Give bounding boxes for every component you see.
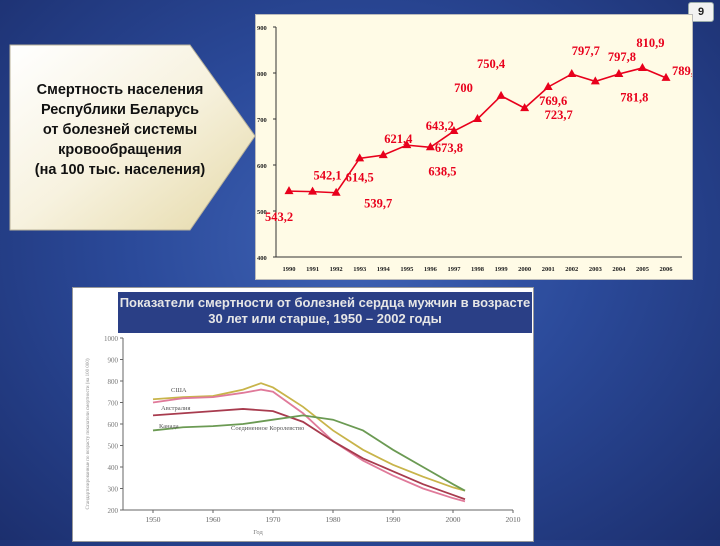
data-label: 673,8: [435, 141, 463, 155]
data-label: 810,9: [636, 36, 664, 50]
data-point: [449, 126, 459, 135]
data-label: 781,8: [620, 90, 648, 104]
title-callout-shape: [9, 44, 256, 231]
x-tick-label: 1990: [283, 266, 296, 273]
page-number: 9: [688, 2, 714, 22]
data-point: [284, 186, 294, 195]
x-tick-label: 1990: [386, 515, 401, 524]
data-point: [614, 69, 624, 78]
data-label: 543,2: [265, 210, 293, 224]
x-tick-label: 1993: [353, 266, 367, 273]
data-label: 750,4: [477, 57, 506, 71]
y-tick-label: 600: [257, 163, 267, 170]
data-point: [661, 72, 671, 81]
y-tick-label: 700: [257, 117, 267, 124]
x-tick-label: 1980: [326, 515, 341, 524]
data-label: 797,7: [572, 44, 600, 58]
y-tick-label: 900: [257, 25, 267, 32]
series-line: [152, 388, 466, 503]
data-label: 643,2: [426, 119, 454, 133]
heart-mortality-chart-svg: 200 300 400 500 600 700 800 900 1000 1950 1960 1970…: [86, 335, 521, 536]
x-tick-label: 2000: [518, 266, 531, 273]
data-point: [355, 153, 365, 162]
belarus-mortality-chart-svg: 400 500 600 700 800 900 1990 1991 1992 1993 1994 19…: [257, 25, 700, 273]
x-tick-label: 2003: [589, 266, 603, 273]
x-tick-label: 1994: [377, 266, 391, 273]
data-point: [590, 76, 600, 85]
x-tick-label: 1999: [495, 266, 509, 273]
x-tick-label: 1960: [206, 515, 221, 524]
x-tick-label: 2001: [542, 266, 555, 273]
x-tick-label: 1995: [400, 266, 414, 273]
y-tick-label: 900: [108, 357, 119, 365]
y-tick-label: 1000: [104, 335, 119, 343]
x-tick-label: 2002: [565, 266, 578, 273]
x-tick-label: 1996: [424, 266, 438, 273]
y-tick-label: 500: [108, 443, 119, 451]
data-label: 700: [454, 81, 473, 95]
y-tick-label: 400: [108, 464, 119, 472]
y-tick-label: 800: [108, 378, 119, 386]
data-label: 614,5: [346, 170, 374, 184]
x-tick-label: 2000: [446, 515, 461, 524]
data-label: 638,5: [428, 164, 456, 178]
series-line: [152, 408, 466, 501]
data-point: [425, 142, 435, 151]
data-label: 542,1: [314, 169, 342, 183]
y-tick-label: 200: [108, 507, 119, 515]
y-tick-label: 500: [257, 209, 267, 216]
x-tick-label: 1992: [330, 266, 343, 273]
data-label: 621,4: [384, 132, 413, 146]
title-line: Республики Беларусь: [40, 102, 200, 118]
data-label: 723,7: [545, 108, 573, 122]
legend-label: Австралия: [161, 405, 190, 412]
belarus-mortality-chart: 400 500 600 700 800 900 1990 1991 1992 1993 1994 19…: [255, 14, 700, 280]
data-label: 769,6: [539, 94, 567, 108]
y-tick-label: 800: [257, 71, 267, 78]
data-point: [331, 187, 341, 196]
legend-label: США: [171, 387, 187, 394]
data-label: 789,5: [672, 64, 692, 78]
series-line: [152, 382, 466, 492]
x-tick-label: 1997: [447, 266, 461, 273]
title-line: (на 100 тыс. населения): [34, 162, 206, 178]
x-tick-label: 2004: [612, 266, 626, 273]
legend-label: Соединенное Королевство: [231, 425, 304, 432]
x-tick-label: 2005: [636, 266, 650, 273]
y-tick-label: 600: [108, 421, 119, 429]
data-label: 539,7: [364, 197, 392, 211]
y-tick-label: 700: [108, 400, 119, 408]
series-line: [152, 414, 466, 492]
data-point: [543, 81, 553, 90]
data-point: [473, 114, 482, 122]
data-point: [637, 62, 647, 71]
data-point: [496, 90, 506, 99]
x-tick-label: 1970: [266, 515, 281, 524]
title-line: кровообращения: [58, 142, 182, 158]
x-tick-label: 1991: [306, 266, 319, 273]
title-line: от болезней системы: [42, 122, 198, 138]
y-axis-label: Стандартизированные по возрасту показате…: [86, 358, 91, 509]
data-point: [402, 140, 412, 149]
data-label: 797,8: [608, 50, 636, 64]
legend-label: Канада: [159, 423, 179, 430]
x-tick-label: 1998: [471, 266, 485, 273]
x-tick-label: 1950: [146, 515, 161, 524]
x-tick-label: 2006: [660, 266, 674, 273]
y-tick-label: 400: [257, 255, 267, 262]
x-axis-label: Год: [253, 529, 263, 536]
data-point: [520, 103, 530, 112]
title-line: Смертность населения: [36, 82, 204, 98]
data-point: [567, 69, 577, 78]
data-point: [378, 150, 388, 159]
data-point: [308, 186, 318, 195]
page-title: Смертность населения Республики Беларусь…: [4, 80, 236, 180]
x-tick-label: 2010: [506, 515, 521, 524]
chart2-title: Показатели смертности от болезней сердца…: [118, 292, 532, 333]
y-tick-label: 300: [108, 486, 119, 494]
